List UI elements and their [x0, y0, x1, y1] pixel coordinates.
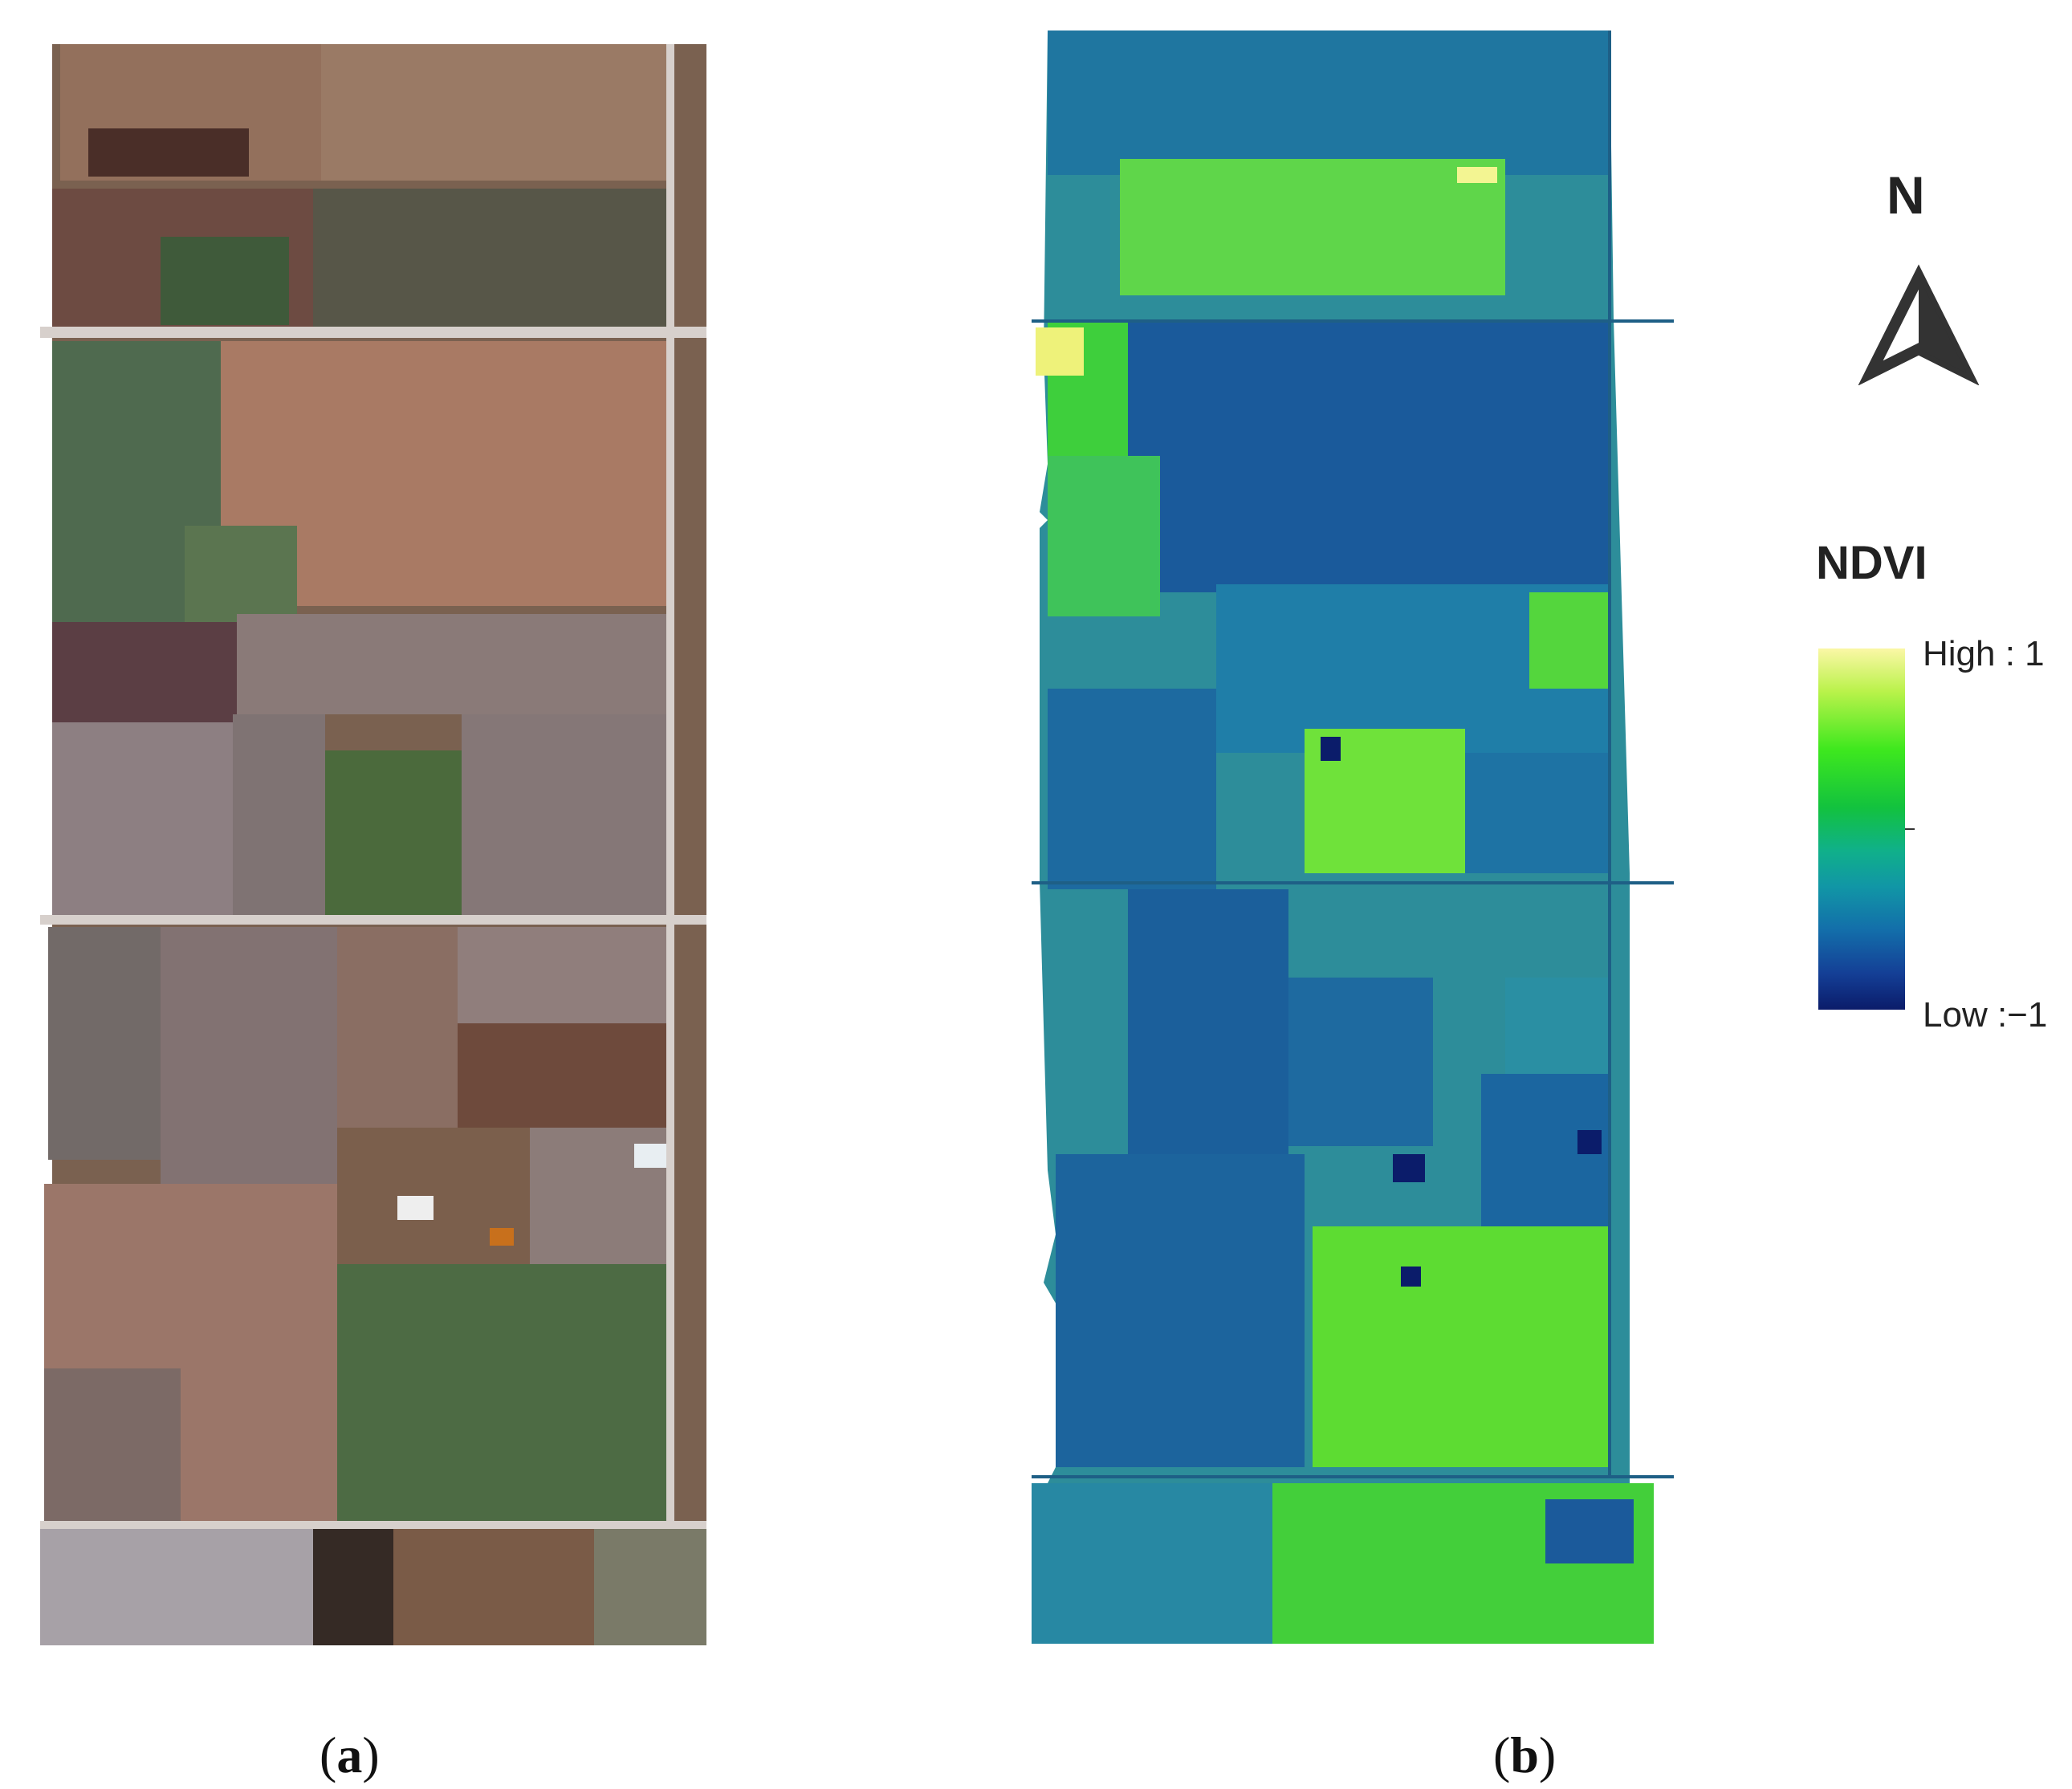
- field: [337, 927, 458, 1128]
- field: [462, 714, 670, 915]
- field: [594, 1529, 706, 1645]
- legend-title: NDVI: [1816, 537, 1927, 589]
- boundary: [1032, 319, 1674, 323]
- road: [40, 327, 706, 338]
- water: [1393, 1154, 1425, 1182]
- high-ndvi-patch: [1457, 167, 1497, 183]
- field: [313, 1529, 393, 1645]
- field: [458, 1023, 670, 1128]
- boundary: [1032, 1475, 1674, 1478]
- legend-low-label: Low :−1: [1923, 995, 2048, 1035]
- field: [1048, 30, 1610, 175]
- pond: [490, 1228, 514, 1246]
- field: [233, 714, 325, 915]
- field: [1288, 978, 1433, 1146]
- field: [1128, 319, 1610, 592]
- field: [52, 622, 237, 722]
- field: [40, 1529, 313, 1645]
- ndvi-map: [1032, 30, 1674, 1644]
- water: [1577, 1130, 1602, 1154]
- field: [1056, 1154, 1305, 1467]
- ndvi-color-ramp: [1818, 649, 1905, 1010]
- true-color-aerial-image: [40, 44, 706, 1645]
- road: [40, 915, 706, 925]
- true-color-map: [40, 44, 706, 1645]
- field: [325, 750, 462, 915]
- field: [44, 1368, 181, 1521]
- field: [1545, 1499, 1634, 1563]
- north-label: N: [1887, 165, 1925, 225]
- field: [1465, 753, 1610, 873]
- panel-a-caption: (a): [320, 1726, 380, 1783]
- road: [40, 1521, 706, 1529]
- field: [1313, 1226, 1610, 1467]
- field: [1032, 1483, 1272, 1644]
- water: [1321, 737, 1341, 761]
- field: [161, 237, 289, 325]
- field: [161, 927, 337, 1184]
- boundary: [1608, 30, 1611, 1475]
- field: [48, 927, 161, 1160]
- field: [1120, 159, 1505, 295]
- field: [1529, 592, 1610, 689]
- building: [634, 1144, 666, 1168]
- field: [458, 927, 670, 1023]
- field: [337, 1264, 670, 1521]
- legend-tick: [1905, 828, 1915, 830]
- building: [397, 1196, 434, 1220]
- field: [321, 44, 666, 181]
- field: [52, 722, 233, 915]
- field: [313, 189, 666, 329]
- field: [1128, 889, 1288, 1154]
- field: [393, 1529, 594, 1645]
- field: [237, 614, 670, 714]
- legend-high-label: High : 1: [1923, 634, 2045, 673]
- road: [666, 44, 674, 1521]
- boundary: [1032, 881, 1674, 884]
- ndvi-map-image: [1032, 30, 1674, 1644]
- panel-b-caption: (b): [1493, 1726, 1557, 1783]
- field: [1505, 978, 1610, 1074]
- water: [1401, 1267, 1421, 1287]
- high-ndvi-patch: [1036, 327, 1084, 376]
- field: [1048, 456, 1160, 616]
- north-arrow-icon: [1858, 264, 1980, 385]
- field: [88, 128, 249, 177]
- field: [1048, 689, 1216, 889]
